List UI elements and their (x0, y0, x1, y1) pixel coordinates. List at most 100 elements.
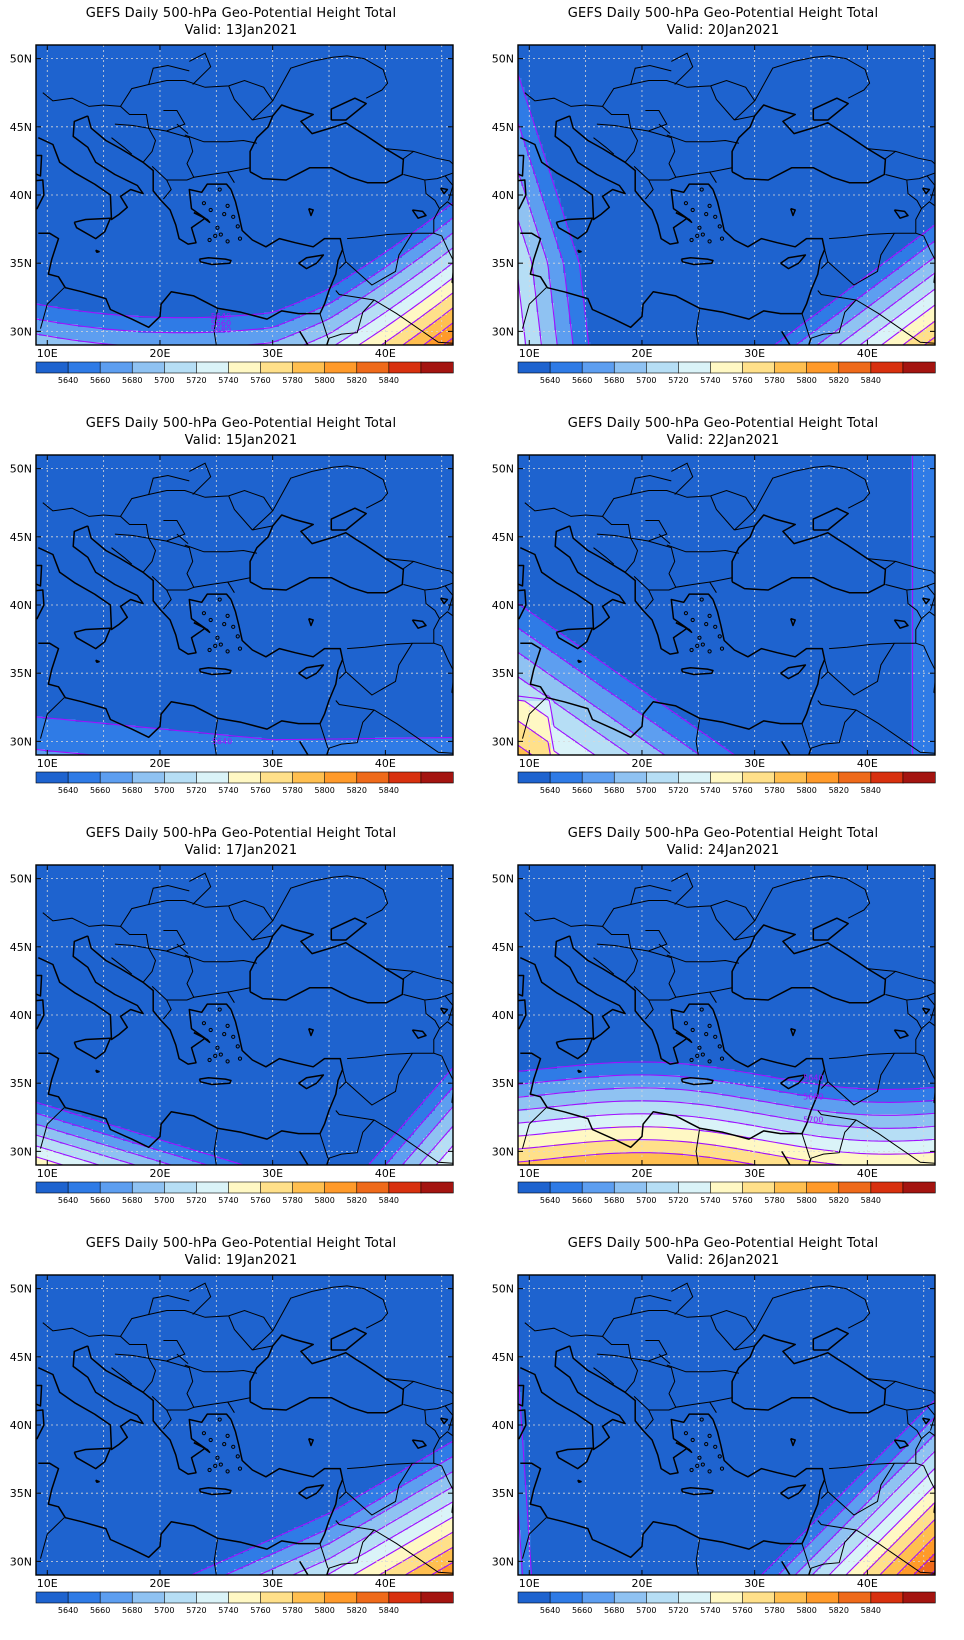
colorbar-swatch (420, 1591, 454, 1604)
colorbar-label: 5700 (636, 1606, 656, 1615)
lon-label: 40E (857, 347, 878, 360)
colorbar-swatch (67, 1181, 101, 1194)
panel-title: GEFS Daily 500-hPa Geo-Potential Height … (85, 826, 397, 841)
map-panel: 50N 45N 40N 35N 30N 10E 20E 30E 40E 5640 5660 5680 5… (482, 0, 964, 410)
contour-lines (191, 1440, 453, 1575)
colorbar-swatch (838, 771, 872, 784)
map-panel: 50N 45N 40N 35N 30N 10E 20E 30E 40E 5640 5660 5680 5… (0, 1230, 482, 1640)
lat-label: 50N (10, 1283, 32, 1296)
lon-label: 30E (262, 347, 283, 360)
colorbar-label: 5840 (379, 1606, 399, 1615)
colorbar-swatch (388, 1181, 422, 1194)
lon-label: 10E (37, 1167, 58, 1180)
colorbar-swatch (838, 1181, 872, 1194)
coastlines (36, 1327, 453, 1575)
lat-label: 35N (492, 1487, 514, 1500)
colorbar-swatch (292, 1591, 326, 1604)
colorbar-label: 5700 (154, 1606, 174, 1615)
colorbar-swatch (517, 361, 551, 374)
lat-label: 45N (492, 121, 514, 134)
panel-valid-date: Valid: 15Jan2021 (184, 433, 298, 448)
lat-label: 35N (10, 257, 32, 270)
lon-label: 20E (631, 757, 652, 770)
colorbar-swatch (35, 771, 69, 784)
colorbar-swatch (646, 1181, 679, 1194)
colorbar-label: 5760 (732, 1196, 752, 1205)
colorbar-label: 5800 (797, 786, 817, 795)
map-gridlines (36, 455, 453, 755)
colorbar-label: 5640 (540, 1196, 560, 1205)
colorbar-label: 5800 (797, 1606, 817, 1615)
colorbar-swatch (870, 361, 904, 374)
colorbar-label: 5820 (829, 786, 849, 795)
colorbar: 5640 5660 5680 5700 5720 5740 5760 5780 5800 5820… (35, 771, 454, 795)
colorbar-label: 5640 (540, 786, 560, 795)
colorbar-label: 5760 (250, 376, 270, 385)
colorbar-swatch (517, 771, 551, 784)
panel-valid-date: Valid: 22Jan2021 (666, 433, 780, 448)
lon-label: 20E (149, 347, 170, 360)
lon-label: 10E (519, 757, 540, 770)
colorbar-swatch (581, 1181, 615, 1194)
height-field (518, 865, 935, 1165)
colorbar-label: 5720 (668, 376, 688, 385)
colorbar-swatch (99, 361, 133, 374)
lat-label: 40N (10, 189, 32, 202)
panel-valid-date: Valid: 19Jan2021 (184, 1253, 298, 1268)
colorbar-label: 5820 (829, 1196, 849, 1205)
colorbar-swatch (196, 771, 230, 784)
colorbar-label: 5740 (218, 376, 238, 385)
colorbar-swatch (228, 771, 262, 784)
country-borders (522, 872, 935, 1165)
panel-title: GEFS Daily 500-hPa Geo-Potential Height … (85, 6, 397, 21)
lat-label: 30N (10, 325, 32, 338)
colorbar-swatch (260, 1591, 294, 1604)
colorbar-label: 5840 (861, 1606, 881, 1615)
lat-label: 50N (10, 463, 32, 476)
contour-lines (518, 455, 914, 755)
lon-label: 10E (37, 757, 58, 770)
lat-label: 30N (492, 1145, 514, 1158)
colorbar-label: 5720 (668, 1606, 688, 1615)
colorbar-swatch (613, 1591, 647, 1604)
colorbar-label: 5680 (604, 1606, 624, 1615)
lat-label: 45N (10, 941, 32, 954)
colorbar-swatch (324, 361, 358, 374)
height-field (36, 865, 453, 1165)
colorbar-swatch (388, 1591, 422, 1604)
lon-label: 10E (519, 1167, 540, 1180)
lon-label: 40E (857, 1577, 878, 1590)
colorbar-swatch (902, 1181, 936, 1194)
colorbar-swatch (806, 771, 840, 784)
colorbar-label: 5760 (732, 786, 752, 795)
colorbar-label: 5660 (90, 376, 110, 385)
colorbar-swatch (646, 361, 679, 374)
colorbar-swatch (774, 1181, 808, 1194)
colorbar-label: 5680 (604, 786, 624, 795)
colorbar-swatch (324, 1591, 358, 1604)
colorbar-swatch (678, 1591, 712, 1604)
colorbar-swatch (517, 1591, 551, 1604)
panel-valid-date: Valid: 17Jan2021 (184, 843, 298, 858)
country-borders (40, 872, 453, 1165)
lat-label: 30N (492, 1555, 514, 1568)
colorbar-label: 5840 (861, 786, 881, 795)
lon-label: 40E (857, 757, 878, 770)
colorbar-swatch (99, 1181, 133, 1194)
panel-title: GEFS Daily 500-hPa Geo-Potential Height … (567, 6, 879, 21)
colorbar-label: 5660 (90, 786, 110, 795)
colorbar-label: 5700 (636, 376, 656, 385)
lat-label: 45N (10, 121, 32, 134)
lon-label: 30E (262, 1167, 283, 1180)
colorbar-label: 5720 (668, 786, 688, 795)
colorbar-label: 5680 (122, 376, 142, 385)
lon-label: 30E (262, 1577, 283, 1590)
colorbar-label: 5680 (604, 1196, 624, 1205)
colorbar-label: 5700 (636, 786, 656, 795)
map-gridlines (518, 45, 935, 345)
lat-label: 30N (10, 1555, 32, 1568)
colorbar-label: 5660 (572, 1196, 592, 1205)
height-field (518, 455, 935, 755)
colorbar-label: 5640 (58, 1196, 78, 1205)
colorbar-swatch (35, 361, 69, 374)
